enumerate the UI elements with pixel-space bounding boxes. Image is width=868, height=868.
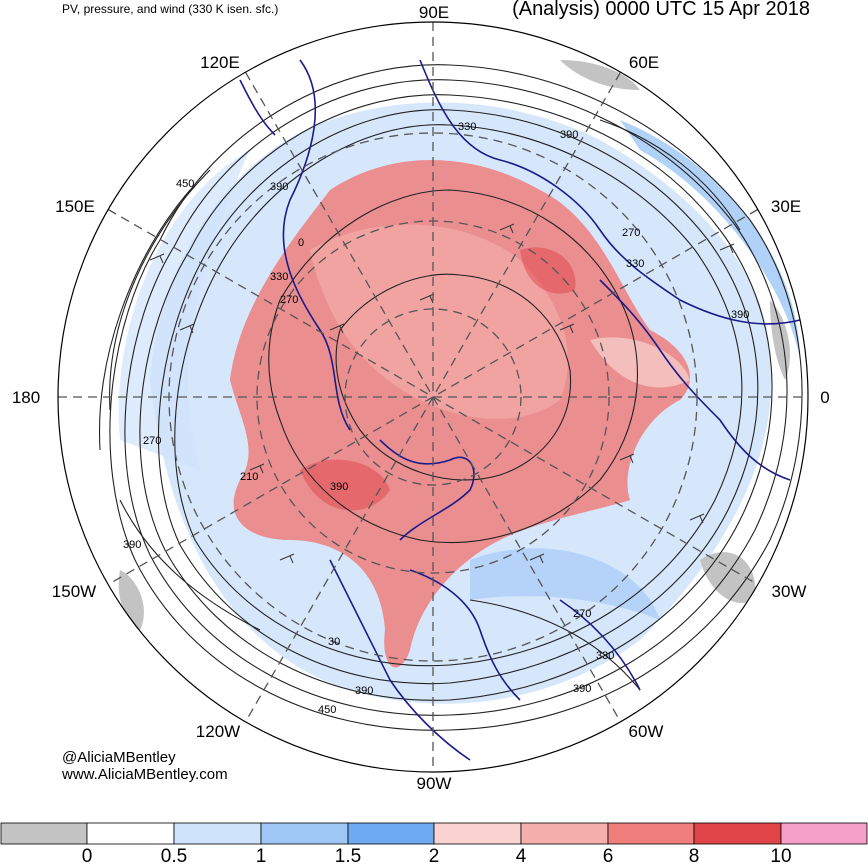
colorbar-label: 8 <box>688 846 700 867</box>
contour-label: 0 <box>298 237 304 249</box>
contour-label: 330 <box>626 258 644 270</box>
contour-label: 390 <box>731 309 749 321</box>
contour-label: 450 <box>318 704 336 716</box>
lon-label-120e: 120E <box>200 53 240 72</box>
colorbar-label: 4 <box>515 846 527 867</box>
colorbar-label: 2 <box>428 846 440 867</box>
contour-label: 390 <box>270 181 288 193</box>
contour-label: 390 <box>355 685 373 697</box>
lon-label-180: 180 <box>12 388 40 407</box>
contour-label: 270 <box>573 608 591 620</box>
lon-label-60w: 60W <box>629 722 664 741</box>
colorbar-swatch-pink <box>520 822 609 845</box>
colorbar-label: 0.5 <box>160 846 188 867</box>
colorbar-swatch-blue <box>347 822 435 845</box>
lon-label-30e: 30E <box>771 197 801 216</box>
wind-barbs <box>149 223 735 564</box>
colorbar-swatch-white <box>86 822 175 845</box>
map-subtitle: PV, pressure, and wind (330 K isen. sfc.… <box>62 2 279 16</box>
graticule <box>58 22 808 772</box>
colorbar-label: 10 <box>770 846 792 867</box>
colorbar <box>0 822 868 845</box>
contour-label: 210 <box>240 471 258 483</box>
contour-label: 390 <box>330 481 348 493</box>
colorbar-label: 0 <box>81 846 93 867</box>
lon-label-150e: 150E <box>55 197 95 216</box>
contour-label: 270 <box>622 227 640 239</box>
contour-label: 450 <box>176 178 194 190</box>
contour-label: 390 <box>560 129 578 141</box>
contour-label: 270 <box>143 435 161 447</box>
credit-handle: @AliciaMBentley <box>62 749 176 766</box>
colorbar-swatch-midblue <box>260 822 349 845</box>
colorbar-swatch-lightblue <box>173 822 262 845</box>
contour-label: 390 <box>573 683 591 695</box>
map-border <box>57 21 809 773</box>
contour-label: 30 <box>328 636 340 648</box>
lon-label-90e: 90E <box>419 3 449 22</box>
credit-block: @AliciaMBentley www.AliciaMBentley.com <box>62 749 228 783</box>
lon-label-0: 0 <box>820 388 829 407</box>
colorbar-swatch-lightpink <box>433 822 522 845</box>
lon-label-120w: 120W <box>196 722 240 741</box>
credit-website: www.AliciaMBentley.com <box>62 766 228 783</box>
colorbar-swatch-red <box>693 822 782 845</box>
colorbar-label: 1 <box>255 846 267 867</box>
lon-label-90w: 90W <box>417 774 452 793</box>
lon-label-30w: 30W <box>772 582 807 601</box>
contour-label: 330 <box>458 121 476 133</box>
colorbar-label: 6 <box>602 846 614 867</box>
colorbar-label: 1.5 <box>334 846 362 867</box>
lon-label-150w: 150W <box>52 582 96 601</box>
colorbar-swatch-gray <box>0 822 88 845</box>
map-field: 330 390 450 390 0 330 270 270 330 390 21… <box>58 22 808 772</box>
longitude-labels: 90E 60E 30E 0 30W 60W 90W 120W 150W 180 … <box>12 3 830 793</box>
contour-label: 330 <box>270 271 288 283</box>
pressure-contours <box>98 64 803 731</box>
contour-label: 330 <box>596 650 614 662</box>
contour-label: 390 <box>123 539 141 551</box>
contour-label: 270 <box>280 294 298 306</box>
map-title: (Analysis) 0000 UTC 15 Apr 2018 <box>512 0 810 20</box>
lon-label-60e: 60E <box>629 53 659 72</box>
colorbar-swatch-magenta <box>780 822 868 845</box>
colorbar-swatch-salmon <box>607 822 695 845</box>
contour-label-group: 330 390 450 390 0 330 270 270 330 390 21… <box>123 121 749 716</box>
